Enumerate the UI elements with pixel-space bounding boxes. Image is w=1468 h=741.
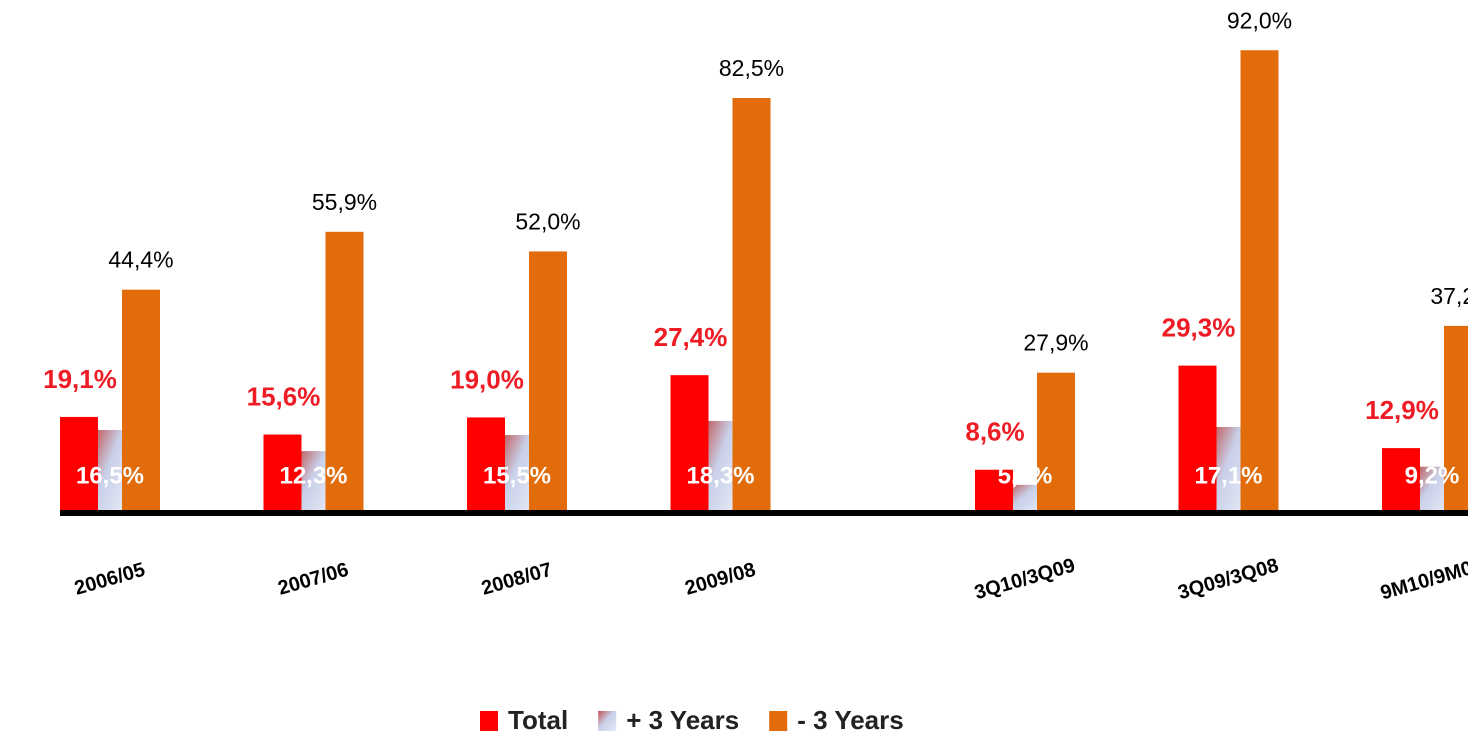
value-label: 15,6% — [247, 381, 321, 411]
legend-swatch — [769, 711, 788, 731]
legend-label: - 3 Years — [797, 705, 904, 735]
bar — [60, 416, 98, 513]
value-label: 12,9% — [1365, 395, 1439, 425]
bar — [1178, 365, 1217, 513]
x-tick-label: 9M10/9M09 — [1378, 554, 1468, 604]
x-tick-label: 2008/07 — [479, 559, 555, 600]
bar — [732, 98, 771, 514]
x-tick-label: 3Q10/3Q09 — [972, 554, 1077, 604]
value-label: 16,5% — [76, 462, 144, 489]
value-label: 19,1% — [43, 364, 117, 394]
value-label: 8,6% — [965, 417, 1024, 447]
bar — [670, 375, 709, 513]
bar — [529, 251, 567, 513]
bars — [60, 50, 1468, 514]
legend-swatch — [480, 711, 498, 731]
bar — [1382, 448, 1420, 513]
bar — [1037, 372, 1075, 513]
bar — [93, 430, 125, 513]
bar — [500, 435, 532, 513]
value-label: 37,2% — [1430, 283, 1468, 309]
value-label: 55,9% — [312, 189, 377, 215]
x-tick-label: 2006/05 — [72, 559, 148, 600]
value-label: 18,3% — [686, 462, 754, 489]
value-label: 19,0% — [450, 364, 524, 394]
bar — [975, 469, 1013, 513]
value-label: 52,0% — [515, 209, 580, 235]
x-tick-label: 2009/08 — [683, 559, 759, 600]
bar — [296, 451, 329, 513]
value-label: 17,1% — [1194, 462, 1262, 489]
x-tick-label: 2007/06 — [276, 559, 352, 600]
value-label: 15,5% — [483, 462, 551, 489]
bar — [703, 420, 736, 513]
value-label: 27,9% — [1023, 330, 1088, 356]
bar — [1008, 484, 1040, 513]
value-label: 9,2% — [1405, 462, 1460, 489]
legend-label: + 3 Years — [626, 705, 739, 735]
bar — [1240, 50, 1279, 514]
bar — [325, 231, 364, 513]
value-label: 29,3% — [1162, 312, 1236, 342]
legend-swatch — [598, 711, 617, 731]
value-label: 12,3% — [279, 462, 347, 489]
x-tick-label: 3Q09/3Q08 — [1176, 554, 1281, 604]
value-label: 27,4% — [654, 322, 728, 352]
value-label: 5,6% — [998, 462, 1053, 489]
bar — [467, 417, 505, 513]
bar — [1415, 466, 1447, 513]
value-label: 82,5% — [719, 55, 784, 81]
value-label: 44,4% — [108, 247, 173, 273]
legend: Total + 3 Years - 3 Years — [480, 705, 904, 735]
bar — [1211, 426, 1244, 513]
legend-label: Total — [508, 705, 568, 735]
bar — [263, 434, 302, 513]
bar — [1444, 325, 1468, 513]
bar — [122, 289, 160, 513]
value-label: 92,0% — [1227, 7, 1292, 33]
